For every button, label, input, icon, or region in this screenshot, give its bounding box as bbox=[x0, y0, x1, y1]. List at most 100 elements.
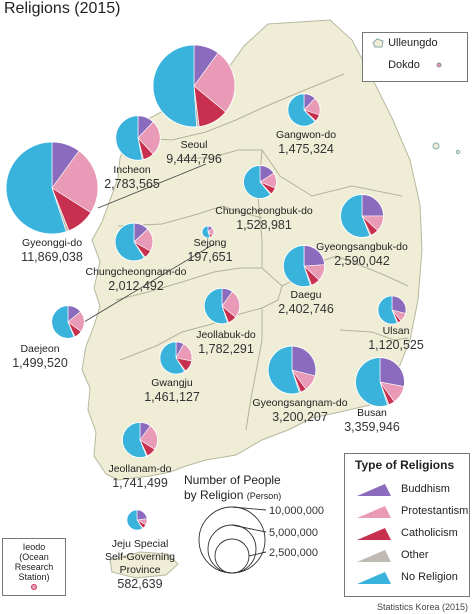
label-value-gangwon: 1,475,324 bbox=[278, 142, 334, 156]
label-name-gyeongnam: Gyeongsangnam-do bbox=[252, 397, 347, 409]
ieodo-box: Ieodo (Ocean Research Station) bbox=[2, 538, 66, 596]
protestantism-swatch-icon bbox=[357, 506, 391, 518]
other-swatch-icon bbox=[357, 550, 391, 562]
label-name-seoul: Seoul bbox=[181, 139, 208, 151]
dokdo-marker-icon bbox=[436, 62, 442, 68]
label-name-chungbuk: Chungcheongbuk-do bbox=[215, 205, 313, 217]
catholicism-swatch-icon bbox=[357, 528, 391, 540]
label-name-gwangju: Gwangju bbox=[151, 377, 193, 389]
ieodo-line1: Ieodo bbox=[22, 542, 46, 552]
size-value-5m: 5,000,000 bbox=[269, 527, 318, 539]
legend-label-catholicism: Catholicism bbox=[401, 527, 458, 539]
label-name-incheon: Incheon bbox=[113, 164, 151, 176]
pie-outline-jeju bbox=[126, 509, 148, 531]
label-value-gyeongnam: 3,200,207 bbox=[272, 410, 328, 424]
label-value-daejeon: 1,499,520 bbox=[12, 356, 68, 370]
label-value-gyeonggi: 11,869,038 bbox=[21, 250, 83, 264]
legend-label-buddhism: Buddhism bbox=[401, 483, 450, 495]
pie-outline-ulsan bbox=[377, 295, 407, 325]
pie-busan bbox=[355, 357, 405, 407]
ulleungdo-row: Ulleungdo bbox=[371, 37, 438, 49]
label-value-sejong: 197,651 bbox=[187, 250, 232, 264]
buddhism-swatch-icon bbox=[357, 484, 391, 496]
label-value-chungnam: 2,012,492 bbox=[108, 279, 164, 293]
pie-chungbuk bbox=[243, 165, 277, 199]
pie-outline-gyeongbuk bbox=[340, 194, 384, 238]
size-legend-title-line2: by Religion bbox=[184, 488, 244, 502]
size-leader-2-5m bbox=[248, 551, 267, 557]
dokdo-row: Dokdo bbox=[371, 59, 445, 71]
legend-item-other: Other bbox=[355, 546, 467, 566]
label-name-busan: Busan bbox=[357, 407, 387, 419]
size-legend-unit: (Person) bbox=[246, 491, 282, 501]
size-leader-10m bbox=[231, 506, 267, 511]
source-note: Statistics Korea (2015) bbox=[376, 602, 468, 612]
pie-outline-jeonbuk bbox=[203, 287, 241, 325]
pie-daegu bbox=[282, 244, 326, 288]
pie-incheon bbox=[115, 115, 161, 161]
legend-item-buddhism: Buddhism bbox=[355, 480, 467, 500]
label-value-jeonbuk: 1,782,291 bbox=[198, 342, 254, 356]
label-value-seoul: 9,444,796 bbox=[166, 152, 222, 166]
label-name-jeju: Jeju Special Self-Governing Province bbox=[105, 538, 175, 576]
legend-item-protestantism: Protestantism bbox=[355, 502, 468, 522]
legend-label-other: Other bbox=[401, 549, 429, 561]
size-legend-circles bbox=[198, 506, 267, 574]
leader-lines bbox=[83, 163, 215, 323]
pie-charts bbox=[5, 44, 407, 531]
ieodo-marker-icon bbox=[31, 584, 37, 590]
label-name-ulsan: Ulsan bbox=[383, 325, 410, 337]
label-value-daegu: 2,402,746 bbox=[278, 302, 334, 316]
label-name-jeonnam: Jeollanam-do bbox=[108, 463, 171, 475]
size-value-10m: 10,000,000 bbox=[269, 505, 324, 517]
label-name-daejeon: Daejeon bbox=[20, 343, 59, 355]
size-legend-title: Number of People by Religion (Person) bbox=[184, 473, 281, 504]
pie-gyeongnam bbox=[267, 345, 317, 395]
dokdo-label: Dokdo bbox=[388, 59, 420, 71]
pie-ulsan bbox=[377, 295, 407, 325]
size-leader-5m bbox=[231, 524, 267, 533]
label-name-gyeongbuk: Gyeongsangbuk-do bbox=[316, 241, 408, 253]
religion-legend: Type of Religions Buddhism Protestantism… bbox=[344, 453, 470, 597]
ulleungdo-label: Ulleungdo bbox=[388, 37, 438, 49]
religion-legend-title: Type of Religions bbox=[355, 458, 455, 472]
pie-outline-incheon bbox=[115, 115, 161, 161]
pie-gwangju bbox=[159, 341, 193, 375]
label-name-gyeonggi: Gyeonggi-do bbox=[22, 237, 82, 249]
pie-outline-seoul bbox=[152, 44, 236, 128]
pie-gyeonggi bbox=[5, 141, 99, 235]
label-value-busan: 3,359,946 bbox=[344, 420, 400, 434]
islands-box: Ulleungdo Dokdo bbox=[362, 32, 468, 82]
legend-item-catholicism: Catholicism bbox=[355, 524, 467, 544]
label-name-chungnam: Chungcheongnam-do bbox=[86, 266, 187, 278]
label-name-sejong: Sejong bbox=[194, 237, 227, 249]
label-name-daegu: Daegu bbox=[291, 289, 322, 301]
size-circle-10m bbox=[198, 506, 266, 574]
size-circle-2-5m bbox=[214, 538, 250, 574]
pie-jeonnam bbox=[121, 421, 159, 459]
label-value-chungbuk: 1,528,981 bbox=[236, 218, 292, 232]
size-legend-title-line2-row: by Religion (Person) bbox=[184, 488, 281, 504]
legend-label-no-religion: No Religion bbox=[401, 571, 458, 583]
pie-outline-chungnam bbox=[114, 222, 154, 262]
pie-outline-daejeon bbox=[51, 305, 85, 339]
size-circle-5m bbox=[207, 524, 257, 574]
ieodo-line2: (Ocean Research bbox=[14, 552, 54, 572]
ieodo-line3: Station) bbox=[18, 572, 50, 582]
no-religion-swatch-icon bbox=[357, 572, 391, 584]
label-value-jeju: 582,639 bbox=[117, 577, 162, 591]
ulleungdo-icon bbox=[372, 38, 384, 48]
pie-sejong bbox=[201, 225, 215, 239]
pie-outline-sejong bbox=[201, 225, 215, 239]
slice-incheon-no_religion bbox=[115, 115, 143, 161]
label-name-gangwon: Gangwon-do bbox=[276, 129, 336, 141]
pie-gyeongbuk bbox=[340, 194, 384, 238]
pie-outline-gyeonggi bbox=[5, 141, 99, 235]
label-value-incheon: 2,783,565 bbox=[104, 177, 160, 191]
size-value-2-5m: 2,500,000 bbox=[269, 547, 318, 559]
dokdo-island bbox=[455, 149, 461, 155]
pie-jeju bbox=[126, 509, 148, 531]
